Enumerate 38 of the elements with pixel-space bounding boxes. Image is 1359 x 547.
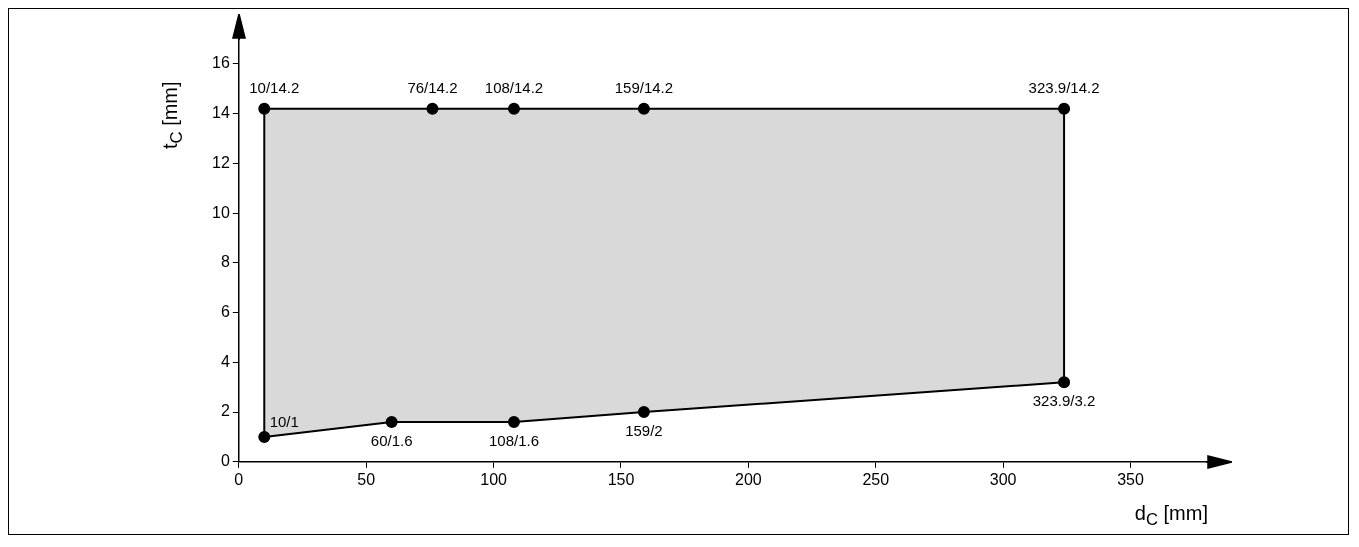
- x-tick-label: 0: [234, 470, 244, 488]
- y-tick-label: 2: [220, 402, 230, 420]
- point: [426, 102, 439, 115]
- x-tick-label: 50: [357, 470, 376, 488]
- point: [637, 406, 650, 419]
- y-tick-label: 12: [212, 153, 230, 171]
- x-tick-label: 200: [735, 470, 762, 488]
- x-tick-label: 250: [862, 470, 890, 488]
- point: [1058, 102, 1071, 115]
- x-tick-label: 350: [1117, 470, 1145, 488]
- point: [385, 416, 398, 429]
- data-label: 10/14.2: [249, 78, 300, 96]
- y-tick-label: 14: [212, 104, 230, 122]
- y-tick-label: 6: [220, 302, 230, 320]
- data-label: 108/1.6: [488, 432, 539, 450]
- data-label: 159/2: [625, 422, 663, 440]
- data-label: 108/14.2: [484, 78, 544, 96]
- y-tick-label: 4: [220, 352, 230, 370]
- data-label: 76/14.2: [407, 78, 458, 96]
- x-tick-label: 150: [607, 470, 635, 488]
- point: [507, 102, 520, 115]
- y-tick-label: 10: [212, 203, 230, 221]
- data-label: 323.9/3.2: [1032, 392, 1096, 410]
- x-tick-label: 300: [989, 470, 1017, 488]
- point: [258, 102, 271, 115]
- data-label: 10/1: [269, 412, 299, 430]
- y-tick-label: 16: [212, 54, 230, 72]
- x-tick-label: 100: [480, 470, 508, 488]
- point: [1058, 376, 1071, 389]
- data-label: 323.9/14.2: [1028, 78, 1100, 96]
- data-label: 159/14.2: [614, 78, 674, 96]
- y-tick-label: 0: [220, 452, 230, 470]
- point: [507, 416, 520, 429]
- y-tick-label: 8: [220, 253, 230, 271]
- x-axis-title: d$_{C}$ [mm]: [1134, 502, 1208, 530]
- point: [258, 430, 271, 443]
- data-label: 60/1.6: [370, 432, 413, 450]
- point: [637, 102, 650, 115]
